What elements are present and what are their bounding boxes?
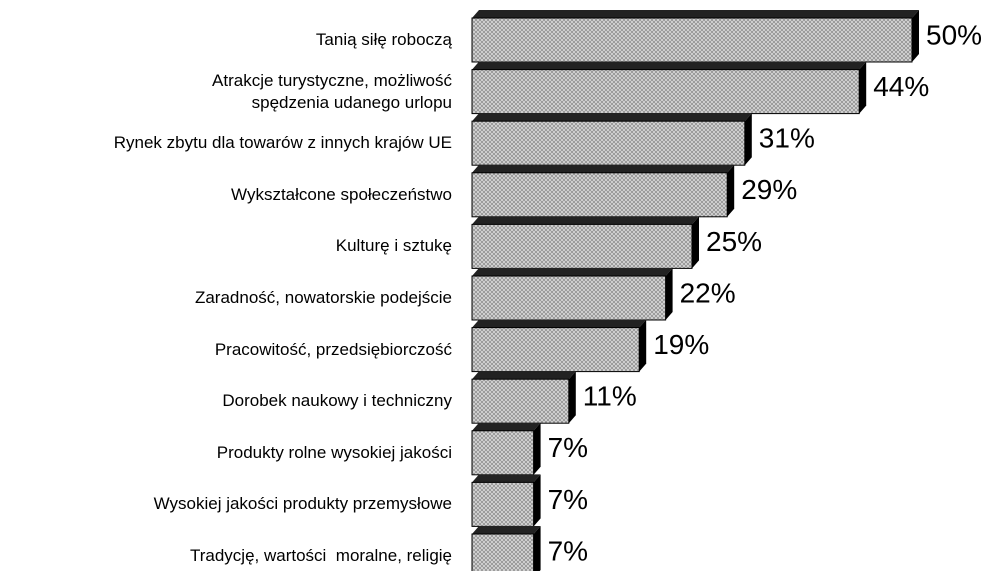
bar-side: [744, 113, 752, 166]
bar-top: [472, 268, 673, 276]
bar: [471, 223, 693, 269]
bar-top: [472, 319, 647, 328]
bar-top: [472, 113, 752, 122]
category-label: Zaradność, nowatorskie podejście: [194, 288, 452, 307]
category-label: Atrakcje turystyczne, możliwość spędzeni…: [212, 70, 452, 112]
bar: [471, 430, 535, 476]
bar: [471, 17, 913, 63]
bar-side: [665, 268, 673, 320]
bar-side: [727, 164, 735, 217]
value-label: 22%: [680, 277, 736, 308]
bar: [471, 378, 570, 424]
bar: [471, 120, 746, 166]
bar-top: [472, 164, 735, 173]
value-label: 29%: [741, 174, 797, 205]
category-label: Wykształcone społeczeństwo: [231, 184, 452, 204]
bar-side: [859, 61, 867, 114]
bar: [471, 533, 535, 571]
bar-side: [568, 371, 576, 424]
category-label: Dorobek naukowy i techniczny: [222, 391, 452, 411]
bar-side: [639, 319, 647, 372]
bar-side: [533, 526, 541, 571]
value-label: 44%: [873, 71, 929, 102]
category-label: Rynek zbytu dla towarów z innych krajów …: [113, 133, 452, 153]
bar-top: [472, 371, 576, 380]
bar: [471, 481, 535, 527]
value-label: 7%: [548, 432, 588, 463]
category-label: Pracowitość, przedsiębiorczość: [214, 339, 452, 359]
bar-top: [472, 526, 541, 534]
category-label: Tradycję, wartości moralne, religię: [189, 546, 452, 565]
category-label: Kulturę i sztukę: [335, 236, 452, 256]
value-label: 25%: [706, 226, 762, 257]
bar-top: [472, 474, 541, 483]
category-label: Wysokiej jakości produkty przemysłowe: [153, 494, 452, 514]
bar-top: [472, 216, 699, 225]
bar-side: [692, 216, 699, 269]
value-label: 19%: [653, 329, 709, 360]
bar: [471, 172, 728, 218]
bar-top: [472, 61, 867, 70]
value-label: 50%: [926, 19, 982, 50]
bar: [471, 327, 640, 373]
bar-side: [912, 10, 919, 62]
value-label: 31%: [759, 123, 815, 154]
bar-top: [472, 10, 919, 18]
bar: [471, 69, 860, 115]
bar-top: [472, 422, 541, 431]
category-label: Tanią siłę roboczą: [315, 30, 452, 49]
bar: [471, 275, 667, 321]
bar-side: [533, 474, 541, 527]
category-label: Produkty rolne wysokiej jakości: [216, 442, 452, 462]
value-label: 7%: [548, 535, 588, 566]
bar-side: [533, 422, 541, 475]
value-label: 11%: [583, 381, 637, 412]
value-label: 7%: [548, 484, 588, 515]
